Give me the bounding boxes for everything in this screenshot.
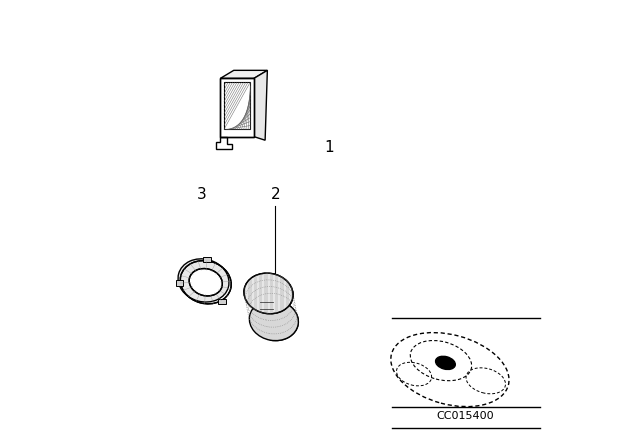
Text: 1: 1	[324, 140, 334, 155]
Polygon shape	[265, 274, 298, 340]
Polygon shape	[175, 280, 183, 286]
Polygon shape	[204, 257, 211, 263]
Ellipse shape	[244, 273, 293, 314]
Ellipse shape	[189, 268, 222, 296]
Polygon shape	[220, 70, 268, 78]
Polygon shape	[254, 70, 268, 140]
Polygon shape	[218, 299, 226, 304]
Ellipse shape	[178, 259, 229, 302]
Text: 3: 3	[196, 187, 206, 202]
Ellipse shape	[436, 356, 455, 370]
Text: CC015400: CC015400	[436, 411, 495, 421]
Ellipse shape	[250, 300, 298, 340]
Text: 2: 2	[270, 187, 280, 202]
Polygon shape	[220, 78, 254, 137]
